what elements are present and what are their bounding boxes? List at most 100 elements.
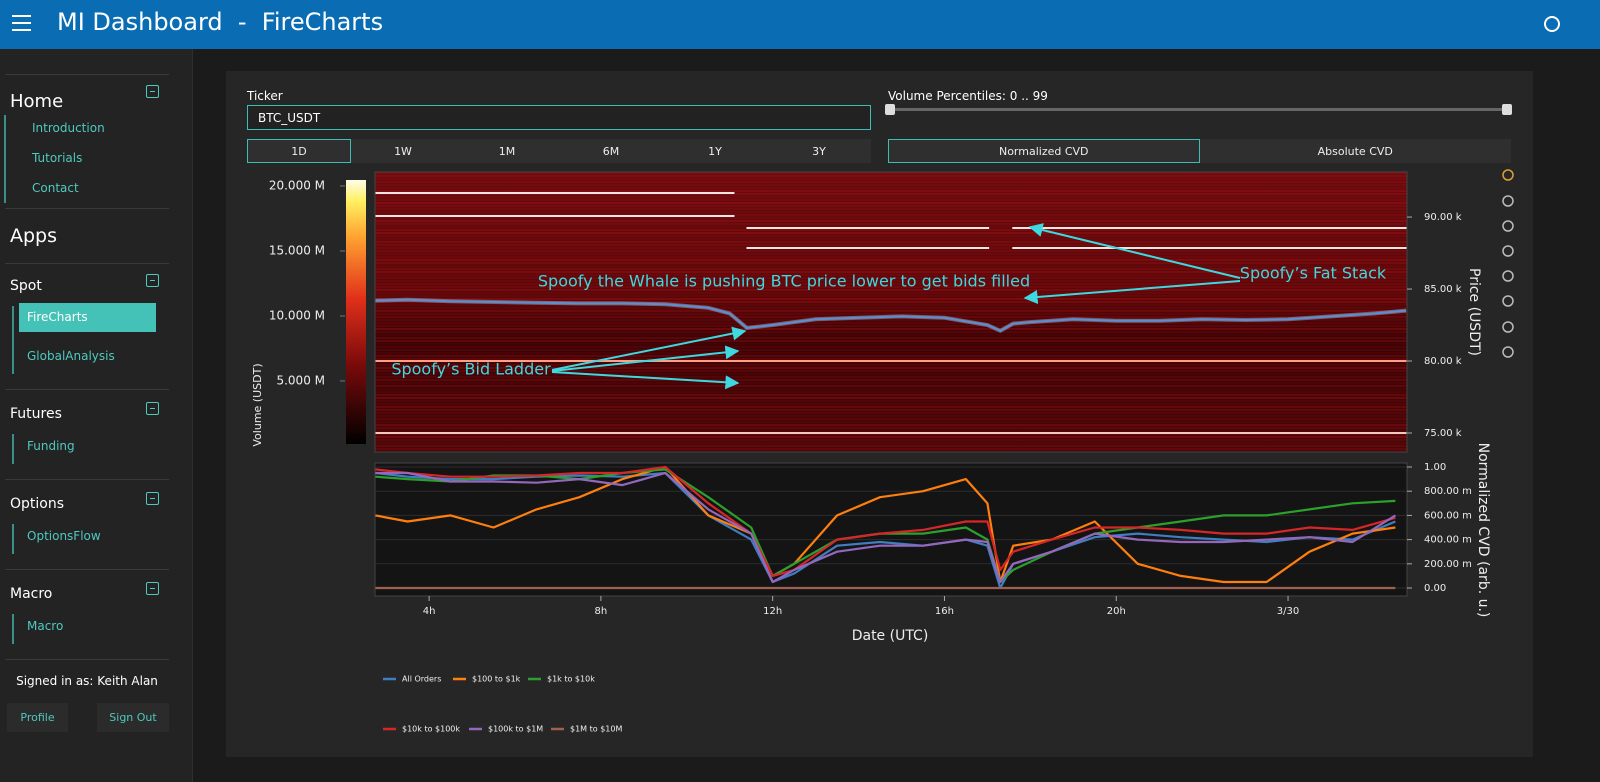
annotation: Spoofy’s Fat Stack xyxy=(1240,264,1387,283)
group-title: Futures xyxy=(10,406,62,422)
app-title: MI Dashboard - FireCharts xyxy=(57,8,384,36)
toolbar-icon[interactable] xyxy=(1502,195,1514,207)
separator xyxy=(5,389,169,390)
group-rule xyxy=(12,614,14,644)
colorbar-tick-label: 5.000 M xyxy=(276,373,325,387)
nav-link[interactable]: GlobalAnalysis xyxy=(27,349,115,363)
profile-button[interactable]: Profile xyxy=(7,703,68,732)
legend-label[interactable]: $100 to $1k xyxy=(472,675,521,684)
cvd-line xyxy=(375,471,1396,590)
mode-button[interactable]: Absolute CVD xyxy=(1199,139,1511,163)
toolbar-icon[interactable] xyxy=(1502,346,1514,358)
slider-handle[interactable] xyxy=(885,104,895,115)
toolbar-icon[interactable] xyxy=(1502,220,1514,232)
y-tick-label: 600.00 m xyxy=(1424,510,1472,521)
y-tick-label: 80.00 k xyxy=(1424,356,1462,367)
group-rule xyxy=(12,434,14,464)
separator xyxy=(5,263,169,264)
plot-background xyxy=(374,462,1408,597)
separator xyxy=(5,479,169,480)
colorbar-title: Volume (USDT) xyxy=(251,363,264,446)
toolbar-icon[interactable] xyxy=(1502,169,1514,181)
legend-label[interactable]: $10k to $100k xyxy=(402,725,460,734)
nav-link[interactable]: OptionsFlow xyxy=(27,529,101,543)
colorbar xyxy=(346,180,366,444)
slider-handle[interactable] xyxy=(1502,104,1512,115)
range-button[interactable]: 1Y xyxy=(663,139,767,163)
x-tick-label: 16h xyxy=(935,606,954,617)
collapse-button[interactable] xyxy=(146,402,159,415)
nav-link[interactable]: Tutorials xyxy=(32,151,83,165)
toolbar-icon[interactable] xyxy=(1502,321,1514,333)
colorbar-tick-label: 10.000 M xyxy=(269,308,325,322)
x-tick-label: 8h xyxy=(595,606,608,617)
range-button[interactable]: 1W xyxy=(351,139,455,163)
annotation-arrow xyxy=(551,345,740,372)
x-tick-label: 3/30 xyxy=(1277,606,1299,617)
section-title: Home xyxy=(10,91,64,112)
nav-link[interactable]: Contact xyxy=(32,181,79,195)
toolbar-icon[interactable] xyxy=(1502,295,1514,307)
colorbar-tick-label: 15.000 M xyxy=(269,243,325,257)
x-axis-title: Date (UTC) xyxy=(852,628,929,644)
annotation-arrow xyxy=(1028,223,1241,279)
legend-label[interactable]: $1M to $10M xyxy=(570,725,622,734)
range-button[interactable]: 3Y xyxy=(767,139,871,163)
apps-title: Apps xyxy=(10,225,58,247)
group-title: Spot xyxy=(10,278,42,294)
y-tick-label: 1.00 xyxy=(1424,462,1446,473)
status-icon[interactable] xyxy=(1543,15,1561,33)
y-tick-label: 90.00 k xyxy=(1424,212,1462,223)
y-axis-title: Price (USDT) xyxy=(1466,268,1482,356)
section-rule xyxy=(4,115,6,203)
sign-out-button[interactable]: Sign Out xyxy=(97,703,169,732)
annotation-arrow xyxy=(551,371,740,390)
price-line xyxy=(375,298,1407,332)
range-button[interactable]: 1M xyxy=(455,139,559,163)
nav-link-active[interactable]: FireCharts xyxy=(19,303,156,332)
separator xyxy=(5,569,169,570)
signed-in: Signed in as: Keith Alan xyxy=(16,674,158,688)
nav-link[interactable]: Macro xyxy=(27,619,64,633)
collapse-button[interactable] xyxy=(146,582,159,595)
group-title: Options xyxy=(10,496,65,512)
collapse-button[interactable] xyxy=(146,492,159,505)
toolbar-icon[interactable] xyxy=(1502,270,1514,282)
range-button[interactable]: 6M xyxy=(559,139,663,163)
mode-button[interactable]: Normalized CVD xyxy=(888,139,1200,163)
cvd-line xyxy=(375,471,1396,584)
nav-link[interactable]: Funding xyxy=(27,439,75,453)
y-tick-label: 85.00 k xyxy=(1424,284,1462,295)
legend-label[interactable]: $100k to $1M xyxy=(488,725,543,734)
ticker-label: Ticker xyxy=(247,89,283,103)
group-rule xyxy=(12,524,14,554)
colorbar-tick-label: 20.000 M xyxy=(269,178,325,192)
cvd-line xyxy=(375,465,1396,577)
top-bar: MI Dashboard - FireCharts xyxy=(0,0,1600,49)
group-rule xyxy=(12,306,14,374)
group-title: Macro xyxy=(10,586,53,602)
toolbar-icon[interactable] xyxy=(1502,245,1514,257)
y-tick-label: 200.00 m xyxy=(1424,559,1472,570)
collapse-button[interactable] xyxy=(146,85,159,98)
cvd-line xyxy=(375,468,1396,584)
annotation: Spoofy’s Bid Ladder xyxy=(391,360,551,379)
slider-track xyxy=(890,108,1508,111)
separator xyxy=(5,659,169,660)
ticker-input[interactable]: BTC_USDT xyxy=(247,105,871,130)
menu-button[interactable] xyxy=(12,14,32,32)
range-button[interactable]: 1D xyxy=(247,139,351,163)
plot-frame xyxy=(374,171,1408,453)
collapse-button[interactable] xyxy=(146,274,159,287)
annotation: Spoofy the Whale is pushing BTC price lo… xyxy=(538,272,1030,291)
heatmap-background xyxy=(375,172,1407,452)
nav-link[interactable]: Introduction xyxy=(32,121,105,135)
annotation-arrow xyxy=(1023,280,1241,304)
cvd-line xyxy=(375,465,1396,584)
x-tick-label: 4h xyxy=(423,606,436,617)
legend-label[interactable]: $1k to $10k xyxy=(547,675,595,684)
legend-label[interactable]: All Orders xyxy=(402,675,441,684)
